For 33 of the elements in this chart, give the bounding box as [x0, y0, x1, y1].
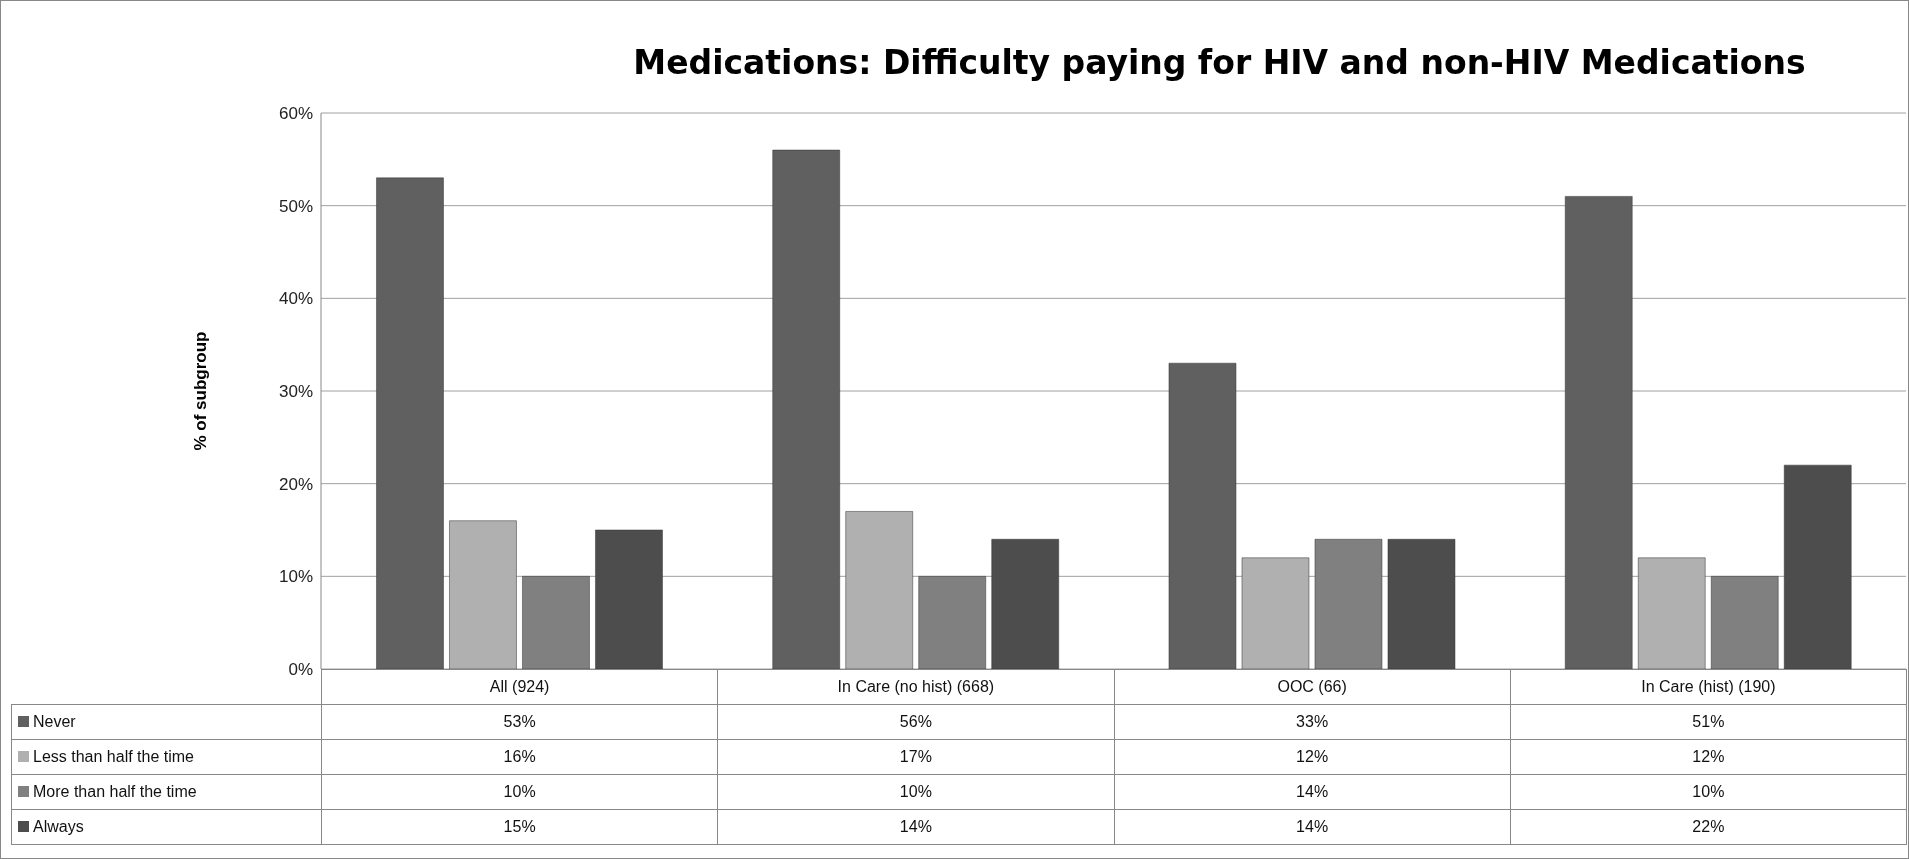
data-label: 16%	[321, 739, 718, 775]
data-label: 14%	[1114, 774, 1511, 810]
data-label: 53%	[321, 704, 718, 740]
x-tick-label: OOC (66)	[1114, 669, 1511, 705]
data-label: 17%	[717, 739, 1114, 775]
data-label: 56%	[717, 704, 1114, 740]
data-label: 33%	[1114, 704, 1511, 740]
data-label: 14%	[1114, 809, 1511, 845]
data-label: 12%	[1510, 739, 1907, 775]
y-tick-label: 50%	[278, 196, 313, 216]
y-axis-title: % of subgroup	[191, 331, 211, 451]
data-label: 14%	[717, 809, 1114, 845]
y-tick-label: 0%	[288, 660, 313, 680]
y-tick-label: 60%	[278, 104, 313, 124]
legend-label: Always	[11, 809, 322, 845]
data-label: 10%	[1510, 774, 1907, 810]
legend-label: Less than half the time	[11, 739, 322, 775]
legend-label: Never	[11, 704, 322, 740]
y-tick-label: 40%	[278, 289, 313, 309]
data-label: 15%	[321, 809, 718, 845]
y-tick-label: 10%	[278, 567, 313, 587]
data-label: 12%	[1114, 739, 1511, 775]
data-label: 51%	[1510, 704, 1907, 740]
legend-label: More than half the time	[11, 774, 322, 810]
x-tick-label: All (924)	[321, 669, 718, 705]
y-tick-label: 30%	[278, 382, 313, 402]
data-label: 10%	[717, 774, 1114, 810]
x-tick-label: In Care (no hist) (668)	[717, 669, 1114, 705]
x-tick-label: In Care (hist) (190)	[1510, 669, 1907, 705]
data-label: 10%	[321, 774, 718, 810]
chart-title: Medications: Difficulty paying for HIV and non-HIV Medications	[632, 43, 1807, 82]
data-label: 22%	[1510, 809, 1907, 845]
y-tick-label: 20%	[278, 474, 313, 494]
